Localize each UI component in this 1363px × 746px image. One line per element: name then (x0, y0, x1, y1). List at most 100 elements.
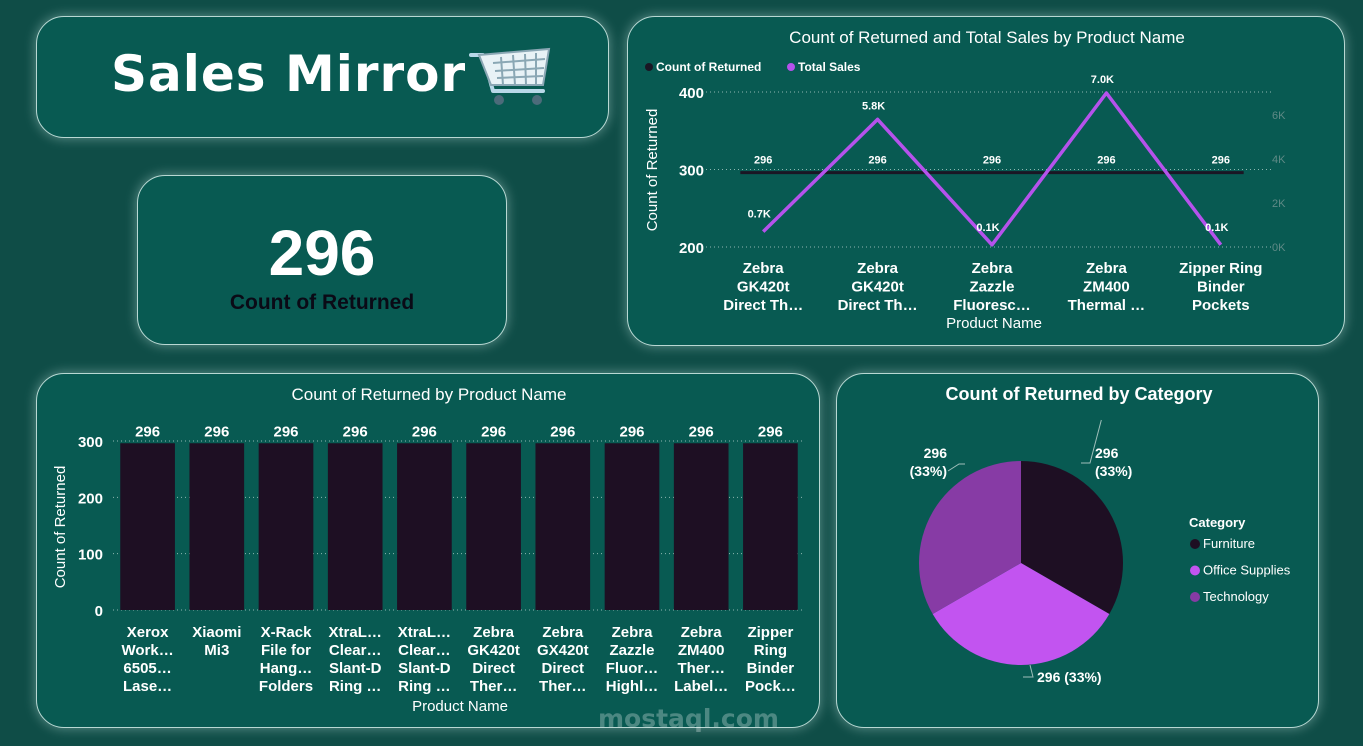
bar-x-tick-label: Mi3 (204, 642, 229, 659)
combo-y-tick-label: 300 (679, 163, 704, 180)
bar[interactable] (535, 443, 591, 610)
pie-data-label: 296 (1095, 445, 1119, 461)
pie-legend-title: Category (1189, 515, 1246, 530)
bar-data-label: 296 (273, 423, 298, 440)
combo-chart: Count of Returned and Total Sales by Pro… (644, 28, 1286, 332)
pie-slice[interactable] (1021, 461, 1123, 614)
bar-x-tick-label: Zebra (681, 624, 723, 641)
title-card: Sales Mirror (36, 16, 609, 138)
bar[interactable] (466, 443, 521, 610)
combo-data-label-sales: 5.8K (862, 100, 885, 112)
bar-x-tick-label: Hang… (260, 660, 313, 677)
bar-x-tick-label: Fluor… (606, 660, 659, 677)
combo-data-label-sales: 0.7K (748, 209, 771, 221)
bar[interactable] (604, 443, 660, 610)
bar-x-tick-label: 6505… (123, 660, 171, 677)
pie-data-label: 296 (33%) (1037, 669, 1102, 685)
combo-y-tick-label: 400 (679, 85, 704, 102)
bar[interactable] (327, 443, 383, 610)
bar-x-tick-label: Label… (674, 678, 728, 695)
bar[interactable] (258, 443, 314, 610)
bar-x-tick-label: Slant-D (398, 660, 451, 677)
pie-legend-label[interactable]: Furniture (1203, 536, 1255, 551)
bar[interactable] (673, 443, 729, 610)
bar-x-tick-label: Xiaomi (192, 624, 241, 641)
combo-chart-card[interactable]: Count of Returned and Total Sales by Pro… (627, 16, 1345, 346)
combo-data-label-returned: 296 (983, 155, 1001, 167)
pie-legend-label[interactable]: Office Supplies (1203, 563, 1291, 578)
bar-data-label: 296 (550, 423, 575, 440)
bar-x-tick-label: Ther… (677, 660, 725, 677)
bar-x-tick-label: Zazzle (609, 642, 654, 659)
bar-x-tick-label: Clear… (398, 642, 451, 659)
bar-x-tick-label: Ring … (398, 678, 451, 695)
combo-legend[interactable]: Count of Returned Total Sales (645, 60, 861, 74)
bar-y-tick-label: 0 (95, 603, 103, 620)
bar-x-tick-label: Direct (542, 660, 585, 677)
bar[interactable] (189, 443, 245, 610)
bar-x-tick-label: Ring … (329, 678, 382, 695)
bar-x-tick-label: Zipper (747, 624, 793, 641)
combo-x-tick-label: Pockets (1192, 297, 1250, 314)
combo-data-label-returned: 296 (1212, 155, 1230, 167)
combo-data-label-returned: 296 (754, 155, 772, 167)
bar-chart-card[interactable]: Count of Returned by Product Name Count … (36, 373, 820, 728)
bar[interactable] (743, 443, 798, 610)
bar[interactable] (397, 443, 452, 610)
combo-x-tick-label: Zipper Ring (1179, 260, 1262, 277)
bar-x-tick-label: Xerox (127, 624, 169, 641)
combo-x-tick-label: ZM400 (1083, 279, 1130, 296)
combo-x-tick-label: GK420t (737, 279, 790, 296)
combo-data-label-returned: 296 (868, 155, 886, 167)
bar-x-tick-label: Folders (259, 678, 313, 695)
bar-chart-title: Count of Returned by Product Name (292, 385, 567, 404)
combo-x-tick-label: Zebra (972, 260, 1014, 277)
bar-x-tick-label: Work… (121, 642, 173, 659)
pie-leader-line (947, 463, 965, 472)
watermark: mostaql.com (598, 704, 779, 733)
combo-chart-title: Count of Returned and Total Sales by Pro… (789, 28, 1185, 47)
bar-x-axis-title: Product Name (412, 698, 508, 715)
pie-chart: Count of Returned by Category 296 (33%) 29… (910, 384, 1291, 685)
legend-label-total-sales: Total Sales (798, 60, 861, 74)
pie-chart-card[interactable]: Count of Returned by Category 296 (33%) 29… (836, 373, 1319, 728)
bar-data-label: 296 (412, 423, 437, 440)
bar-data-label: 296 (481, 423, 506, 440)
kpi-label: Count of Returned (229, 291, 415, 314)
combo-x-tick-label: Direct Th… (838, 297, 918, 314)
combo-y2-tick-label: 4K (1272, 154, 1286, 166)
pie-slice[interactable] (919, 461, 1021, 614)
shopping-cart-icon (469, 47, 551, 105)
bar-x-tick-label: Zebra (612, 624, 654, 641)
bar-x-tick-label: Direct (472, 660, 515, 677)
bar-x-tick-label: File for (261, 642, 311, 659)
bar-x-tick-label: ZM400 (678, 642, 725, 659)
bar-x-tick-label: Ring (754, 642, 787, 659)
legend-label-count-of-returned: Count of Returned (656, 60, 761, 74)
combo-x-tick-label: Zebra (857, 260, 899, 277)
combo-x-tick-label: Fluoresc… (953, 297, 1031, 314)
pie-data-label: (33%) (910, 463, 947, 479)
combo-y2-tick-label: 6K (1272, 110, 1286, 122)
pie-data-label: (33%) (1095, 463, 1132, 479)
legend-marker-count-of-returned (645, 63, 653, 71)
bar-chart: Count of Returned by Product Name Count … (52, 385, 805, 715)
bar[interactable] (120, 443, 175, 610)
bar-x-tick-label: Zebra (473, 624, 515, 641)
pie-legend-label[interactable]: Technology (1203, 589, 1269, 604)
combo-x-tick-label: Direct Th… (723, 297, 803, 314)
combo-x-tick-label: GK420t (851, 279, 904, 296)
combo-y2-tick-label: 2K (1272, 198, 1286, 210)
combo-x-axis-title: Product Name (946, 315, 1042, 332)
combo-y2-tick-label: 0K (1272, 242, 1286, 254)
combo-data-label-returned: 296 (1097, 155, 1115, 167)
kpi-card: 296 Count of Returned (137, 175, 507, 345)
bar-x-tick-label: Zebra (542, 624, 584, 641)
bar-data-label: 296 (619, 423, 644, 440)
combo-x-tick-label: Binder (1197, 279, 1245, 296)
combo-y-tick-label: 200 (679, 240, 704, 257)
series-line-total-sales[interactable] (761, 91, 1223, 247)
bar-data-label: 296 (204, 423, 229, 440)
bar-data-label: 296 (689, 423, 714, 440)
combo-x-tick-label: Zazzle (969, 279, 1014, 296)
